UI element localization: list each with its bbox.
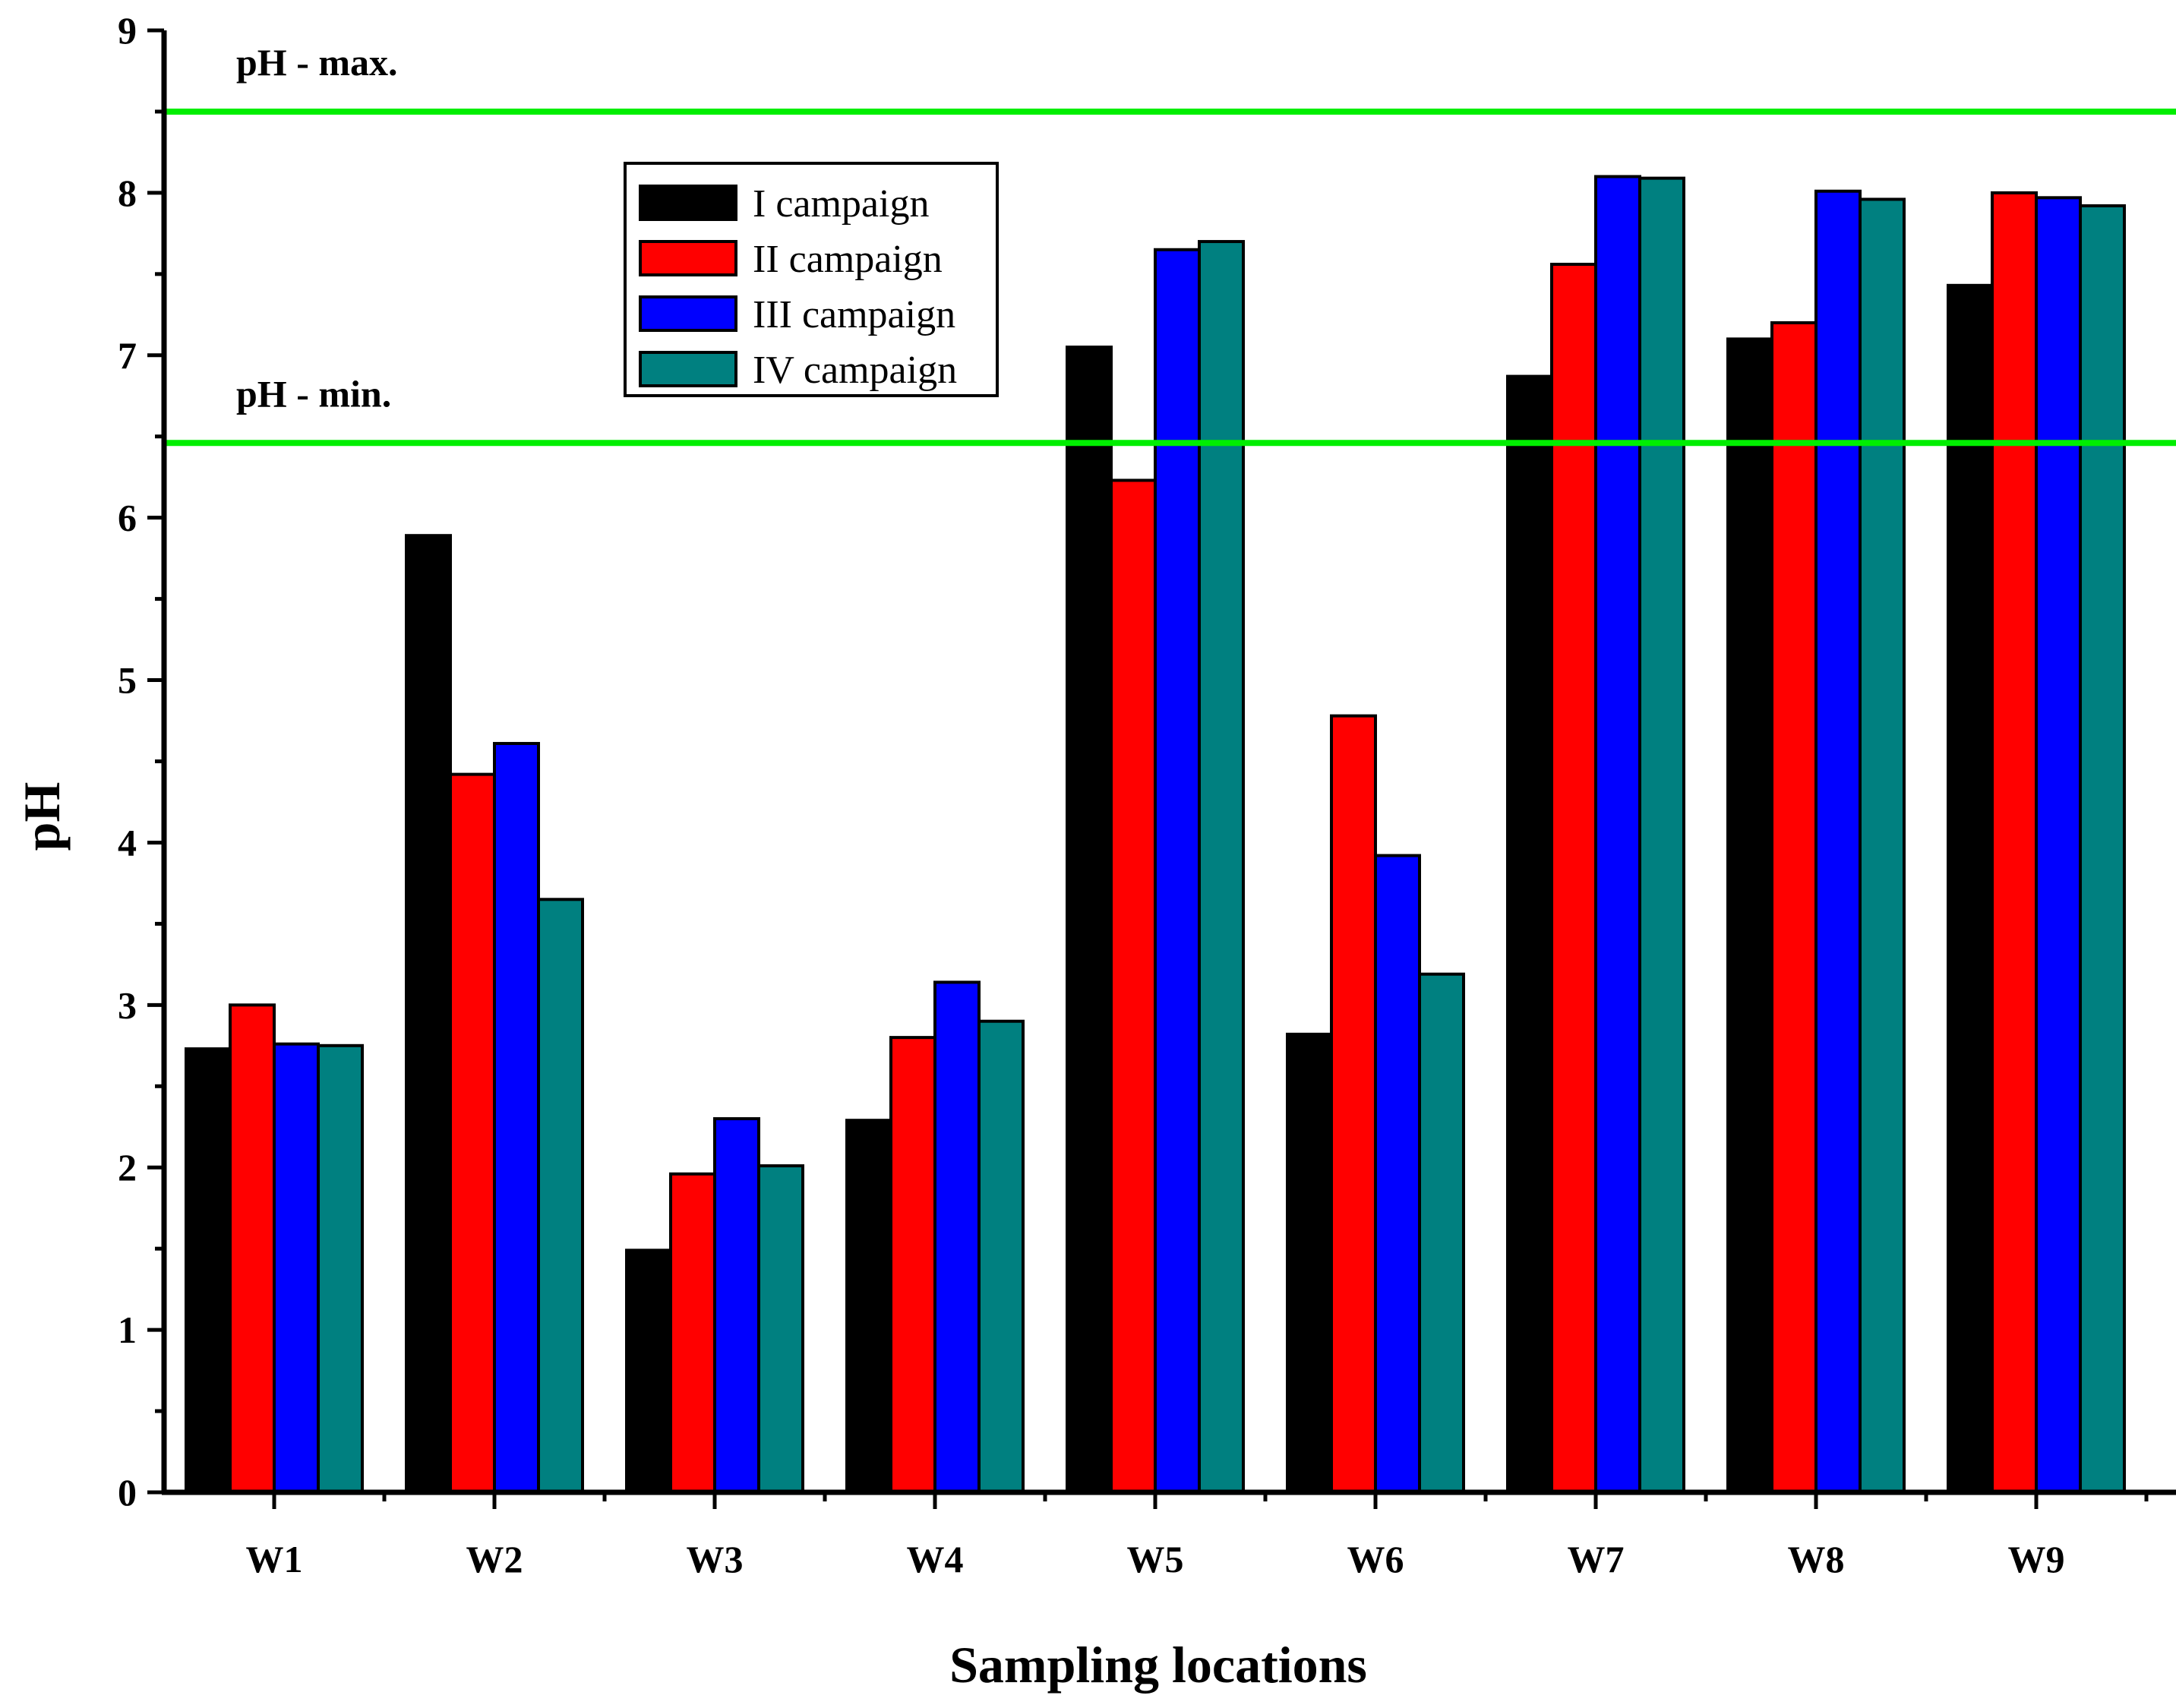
y-tick-label-6: 6 <box>118 497 137 539</box>
bar-w2-iii-campaign <box>493 741 540 1494</box>
bar-w9-iii-campaign <box>2035 196 2082 1494</box>
x-tick-label-w3: W3 <box>687 1538 744 1580</box>
bar-w5-ii-campaign <box>1110 478 1157 1495</box>
legend-swatch-i-campaign <box>639 185 737 221</box>
bar-w4-iv-campaign <box>977 1019 1025 1494</box>
y-tick-label-9: 9 <box>118 9 137 52</box>
x-tick-label-w6: W6 <box>1347 1538 1404 1580</box>
bar-w2-iv-campaign <box>537 898 584 1494</box>
y-axis-title: pH <box>13 782 71 851</box>
y-tick-label-2: 2 <box>118 1146 137 1189</box>
legend-swatch-ii-campaign <box>639 240 737 276</box>
reference-lines-group: pH - max. pH - min. <box>164 41 2176 447</box>
legend-swatch-iii-campaign <box>639 295 737 332</box>
x-tick-label-w8: W8 <box>1788 1538 1845 1580</box>
reference-label-ph-max: pH - max. <box>236 41 398 84</box>
bar-w7-iv-campaign <box>1638 176 1685 1494</box>
legend-label-ii-campaign: II campaign <box>753 238 943 281</box>
bar-w6-iv-campaign <box>1418 972 1465 1494</box>
bar-w8-iv-campaign <box>1859 197 1906 1494</box>
bar-w1-i-campaign <box>185 1047 232 1495</box>
bar-w3-iv-campaign <box>757 1164 804 1495</box>
legend-label-iii-campaign: III campaign <box>753 293 955 336</box>
y-tick-label-8: 8 <box>118 172 137 214</box>
legend-swatch-iv-campaign <box>639 351 737 387</box>
bar-w6-i-campaign <box>1286 1032 1333 1495</box>
y-tick-label-3: 3 <box>118 983 137 1026</box>
y-tick-label-0: 0 <box>118 1471 137 1514</box>
bar-w3-i-campaign <box>625 1249 672 1494</box>
bar-w7-ii-campaign <box>1550 263 1597 1494</box>
x-tick-label-w7: W7 <box>1568 1538 1625 1580</box>
bar-w9-i-campaign <box>1947 283 1994 1494</box>
bar-w1-iv-campaign <box>317 1043 364 1494</box>
legend: I campaign II campaign III campaign IV camp… <box>624 162 999 397</box>
y-tick-label-4: 4 <box>118 821 137 863</box>
bar-w6-ii-campaign <box>1330 714 1377 1494</box>
x-tick-label-w9: W9 <box>2008 1538 2065 1580</box>
x-tick-label-w1: W1 <box>246 1538 303 1580</box>
bar-w2-ii-campaign <box>449 772 496 1494</box>
reference-label-ph-min: pH - min. <box>236 372 391 415</box>
bars-group <box>185 175 2126 1495</box>
bar-w3-iii-campaign <box>713 1117 760 1494</box>
x-tick-label-w2: W2 <box>466 1538 523 1580</box>
bar-w8-i-campaign <box>1726 337 1773 1494</box>
legend-label-i-campaign: I campaign <box>753 182 929 226</box>
x-axis-title: Sampling locations <box>949 1636 1367 1694</box>
bar-w1-ii-campaign <box>229 1003 276 1495</box>
bar-w8-ii-campaign <box>1770 321 1818 1494</box>
bar-w9-iv-campaign <box>2079 204 2126 1494</box>
y-tick-label-7: 7 <box>118 334 137 377</box>
bar-w9-ii-campaign <box>1991 191 2038 1494</box>
bar-w6-iii-campaign <box>1374 854 1421 1494</box>
bar-w2-i-campaign <box>405 534 452 1494</box>
axes-group: 0 1 2 3 4 5 6 7 8 9 W1 W2 W3 W4 W5 W6 W7 W8 W9 <box>118 9 2176 1580</box>
bar-w4-i-campaign <box>845 1119 892 1494</box>
y-tick-label-5: 5 <box>118 659 137 702</box>
x-tick-label-w5: W5 <box>1127 1538 1184 1580</box>
bar-w3-ii-campaign <box>669 1172 716 1495</box>
x-tick-label-w4: W4 <box>907 1538 964 1580</box>
bar-w4-ii-campaign <box>889 1036 936 1494</box>
bar-w8-iii-campaign <box>1814 189 1862 1494</box>
bar-w7-iii-campaign <box>1594 175 1641 1494</box>
bar-w5-iii-campaign <box>1154 248 1201 1494</box>
legend-label-iv-campaign: IV campaign <box>753 349 957 392</box>
bar-w1-iii-campaign <box>273 1042 320 1494</box>
bar-w5-iv-campaign <box>1198 240 1245 1494</box>
bar-w7-i-campaign <box>1506 374 1553 1494</box>
bar-w5-i-campaign <box>1066 346 1113 1494</box>
y-tick-label-1: 1 <box>118 1309 137 1351</box>
bar-w4-iii-campaign <box>933 980 981 1494</box>
